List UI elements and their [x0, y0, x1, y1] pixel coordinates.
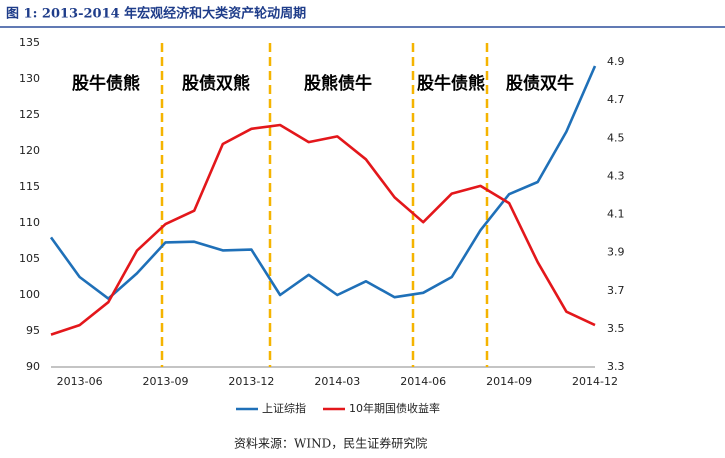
x-tick-label: 2013-09: [143, 375, 189, 388]
y2-tick-label: 3.5: [607, 322, 625, 335]
y-tick-label: 105: [19, 252, 40, 265]
y-tick-label: 100: [19, 288, 40, 301]
y2-tick-label: 4.3: [607, 169, 625, 182]
phase-lines: [160, 43, 489, 367]
series-line: [50, 123, 596, 336]
series-line: [49, 65, 597, 300]
x-tick-label: 2014-06: [400, 375, 446, 388]
y2-tick-label: 4.1: [607, 208, 625, 221]
y2-tick-label: 3.9: [607, 246, 625, 259]
y-tick-label: 135: [19, 36, 40, 49]
annotation: 股债双熊: [182, 73, 250, 94]
x-tick-label: 2014-03: [314, 375, 360, 388]
y2-tick-label: 3.7: [607, 284, 625, 297]
y2-tick-label: 4.5: [607, 131, 625, 144]
annotation: 股牛债熊: [417, 73, 485, 94]
annotation: 股熊债牛: [304, 73, 372, 94]
y-tick-label: 115: [19, 180, 40, 193]
y2-tick-label: 4.7: [607, 93, 625, 106]
y-tick-label: 110: [19, 216, 40, 229]
y-tick-label: 125: [19, 108, 40, 121]
annotation: 股债双牛: [506, 73, 574, 94]
y-tick-label: 95: [26, 324, 40, 337]
y-tick-label: 120: [19, 144, 40, 157]
source-note: 资料来源：WIND，民生证券研究院: [234, 436, 427, 451]
y-tick-label: 130: [19, 72, 40, 85]
x-tick-label: 2013-12: [228, 375, 274, 388]
y2-tick-label: 3.3: [607, 360, 625, 373]
x-tick-label: 2014-09: [486, 375, 532, 388]
x-tick-label: 2014-12: [572, 375, 618, 388]
annotation: 股牛债熊: [72, 73, 140, 94]
y-tick-label: 90: [26, 360, 40, 373]
legend-label: 10年期国债收益率: [349, 401, 440, 415]
chart-title: 图 1: 2013-2014 年宏观经济和大类资产轮动周期: [6, 6, 306, 22]
legend-label: 上证综指: [262, 401, 306, 415]
y2-tick-label: 4.9: [607, 55, 625, 68]
x-tick-label: 2013-06: [57, 375, 103, 388]
